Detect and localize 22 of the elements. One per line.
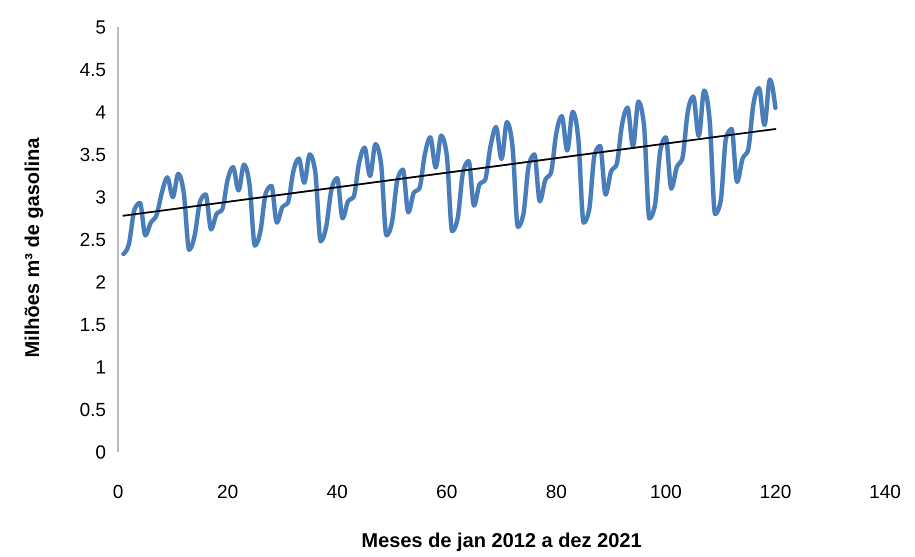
y-tick-label: 1.5	[80, 315, 106, 336]
y-tick-label: 0	[95, 442, 106, 464]
x-tick-label: 20	[217, 482, 238, 503]
x-axis-title: Meses de jan 2012 a dez 2021	[361, 530, 642, 552]
x-tick-label: 60	[436, 482, 458, 503]
y-tick-label: 2.5	[80, 230, 106, 252]
y-tick-label: 0.5	[80, 400, 106, 422]
y-tick-label: 5	[95, 18, 106, 39]
x-tick-label: 140	[869, 482, 901, 503]
line-series	[121, 77, 778, 256]
y-axis-title: Milhões m³ de gasolina	[22, 136, 44, 358]
y-tick-label: 3.5	[80, 145, 106, 166]
y-tick-label: 3	[95, 188, 106, 209]
x-tick-label: 120	[760, 482, 792, 503]
x-tick-label: 40	[326, 482, 348, 503]
x-tick-label: 0	[112, 482, 124, 503]
y-tick-label: 4	[95, 102, 106, 124]
x-tick-label: 80	[546, 482, 567, 503]
x-tick-label: 100	[650, 482, 682, 503]
y-tick-label: 2	[95, 272, 106, 294]
y-tick-label: 1	[95, 358, 106, 379]
y-tick-label: 4.5	[80, 60, 106, 82]
